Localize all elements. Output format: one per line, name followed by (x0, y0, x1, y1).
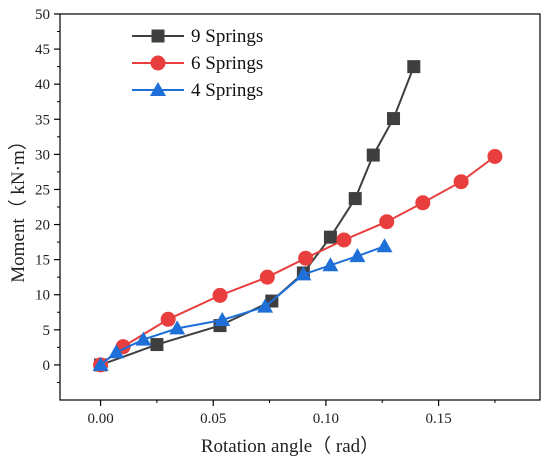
data-point (487, 148, 503, 164)
data-point (387, 112, 401, 126)
legend-marker (150, 82, 166, 96)
series-layer (92, 60, 503, 373)
data-point (349, 248, 366, 263)
y-tick-label: 0 (43, 358, 51, 374)
data-point (108, 344, 125, 359)
data-point (323, 230, 337, 244)
y-tick-label: 10 (35, 288, 50, 304)
legend: 9 Springs 6 Springs 4 Springs (132, 26, 263, 101)
data-point (415, 195, 431, 211)
y-axis-title: Moment（ kN·m） (7, 131, 29, 282)
y-tick-label: 25 (35, 182, 50, 198)
legend-item: 9 Springs (132, 26, 263, 47)
series-triangle (92, 238, 393, 371)
x-tick-label: 0.00 (87, 411, 113, 427)
data-point (150, 338, 164, 352)
data-point (295, 266, 312, 281)
data-point (257, 298, 274, 313)
series-line (99, 245, 385, 366)
y-tick-label: 50 (35, 7, 50, 23)
series-circle (93, 148, 503, 373)
data-point (336, 232, 352, 248)
data-point (376, 238, 393, 253)
legend-label: 6 Springs (191, 53, 263, 74)
data-point (169, 320, 186, 335)
legend-item: 4 Springs (132, 80, 263, 101)
y-tick-label: 5 (43, 323, 51, 339)
legend-label: 4 Springs (191, 80, 263, 101)
legend-marker (150, 55, 166, 71)
legend-item: 6 Springs (132, 53, 263, 74)
legend-label: 9 Springs (191, 26, 263, 47)
data-point (160, 311, 176, 327)
x-tick-label: 0.05 (200, 411, 226, 427)
data-point (407, 60, 421, 74)
data-point (453, 174, 469, 190)
x-tick-label: 0.15 (425, 411, 451, 427)
series-line (100, 66, 415, 366)
data-point (212, 287, 228, 303)
data-point (366, 148, 380, 162)
x-axis-title: Rotation angle（ rad） (201, 435, 379, 457)
data-point (322, 257, 339, 272)
data-point (92, 356, 109, 371)
y-tick-label: 40 (35, 77, 50, 93)
data-point (214, 311, 231, 326)
series-square (94, 60, 421, 372)
y-tick-label: 30 (35, 147, 50, 163)
y-tick-label: 20 (35, 218, 50, 234)
legend-marker (151, 29, 165, 43)
data-point (298, 250, 314, 266)
y-tick-label: 35 (35, 112, 50, 128)
data-point (379, 214, 395, 230)
x-tick-label: 0.10 (313, 411, 339, 427)
axes: 0.00 0.05 0.10 0.15 0 5 10 15 20 25 30 35 40 45 50 (35, 7, 541, 427)
data-point (135, 331, 152, 346)
data-point (259, 269, 275, 285)
y-tick-label: 15 (35, 253, 50, 269)
data-point (348, 192, 362, 206)
y-tick-label: 45 (35, 42, 50, 58)
